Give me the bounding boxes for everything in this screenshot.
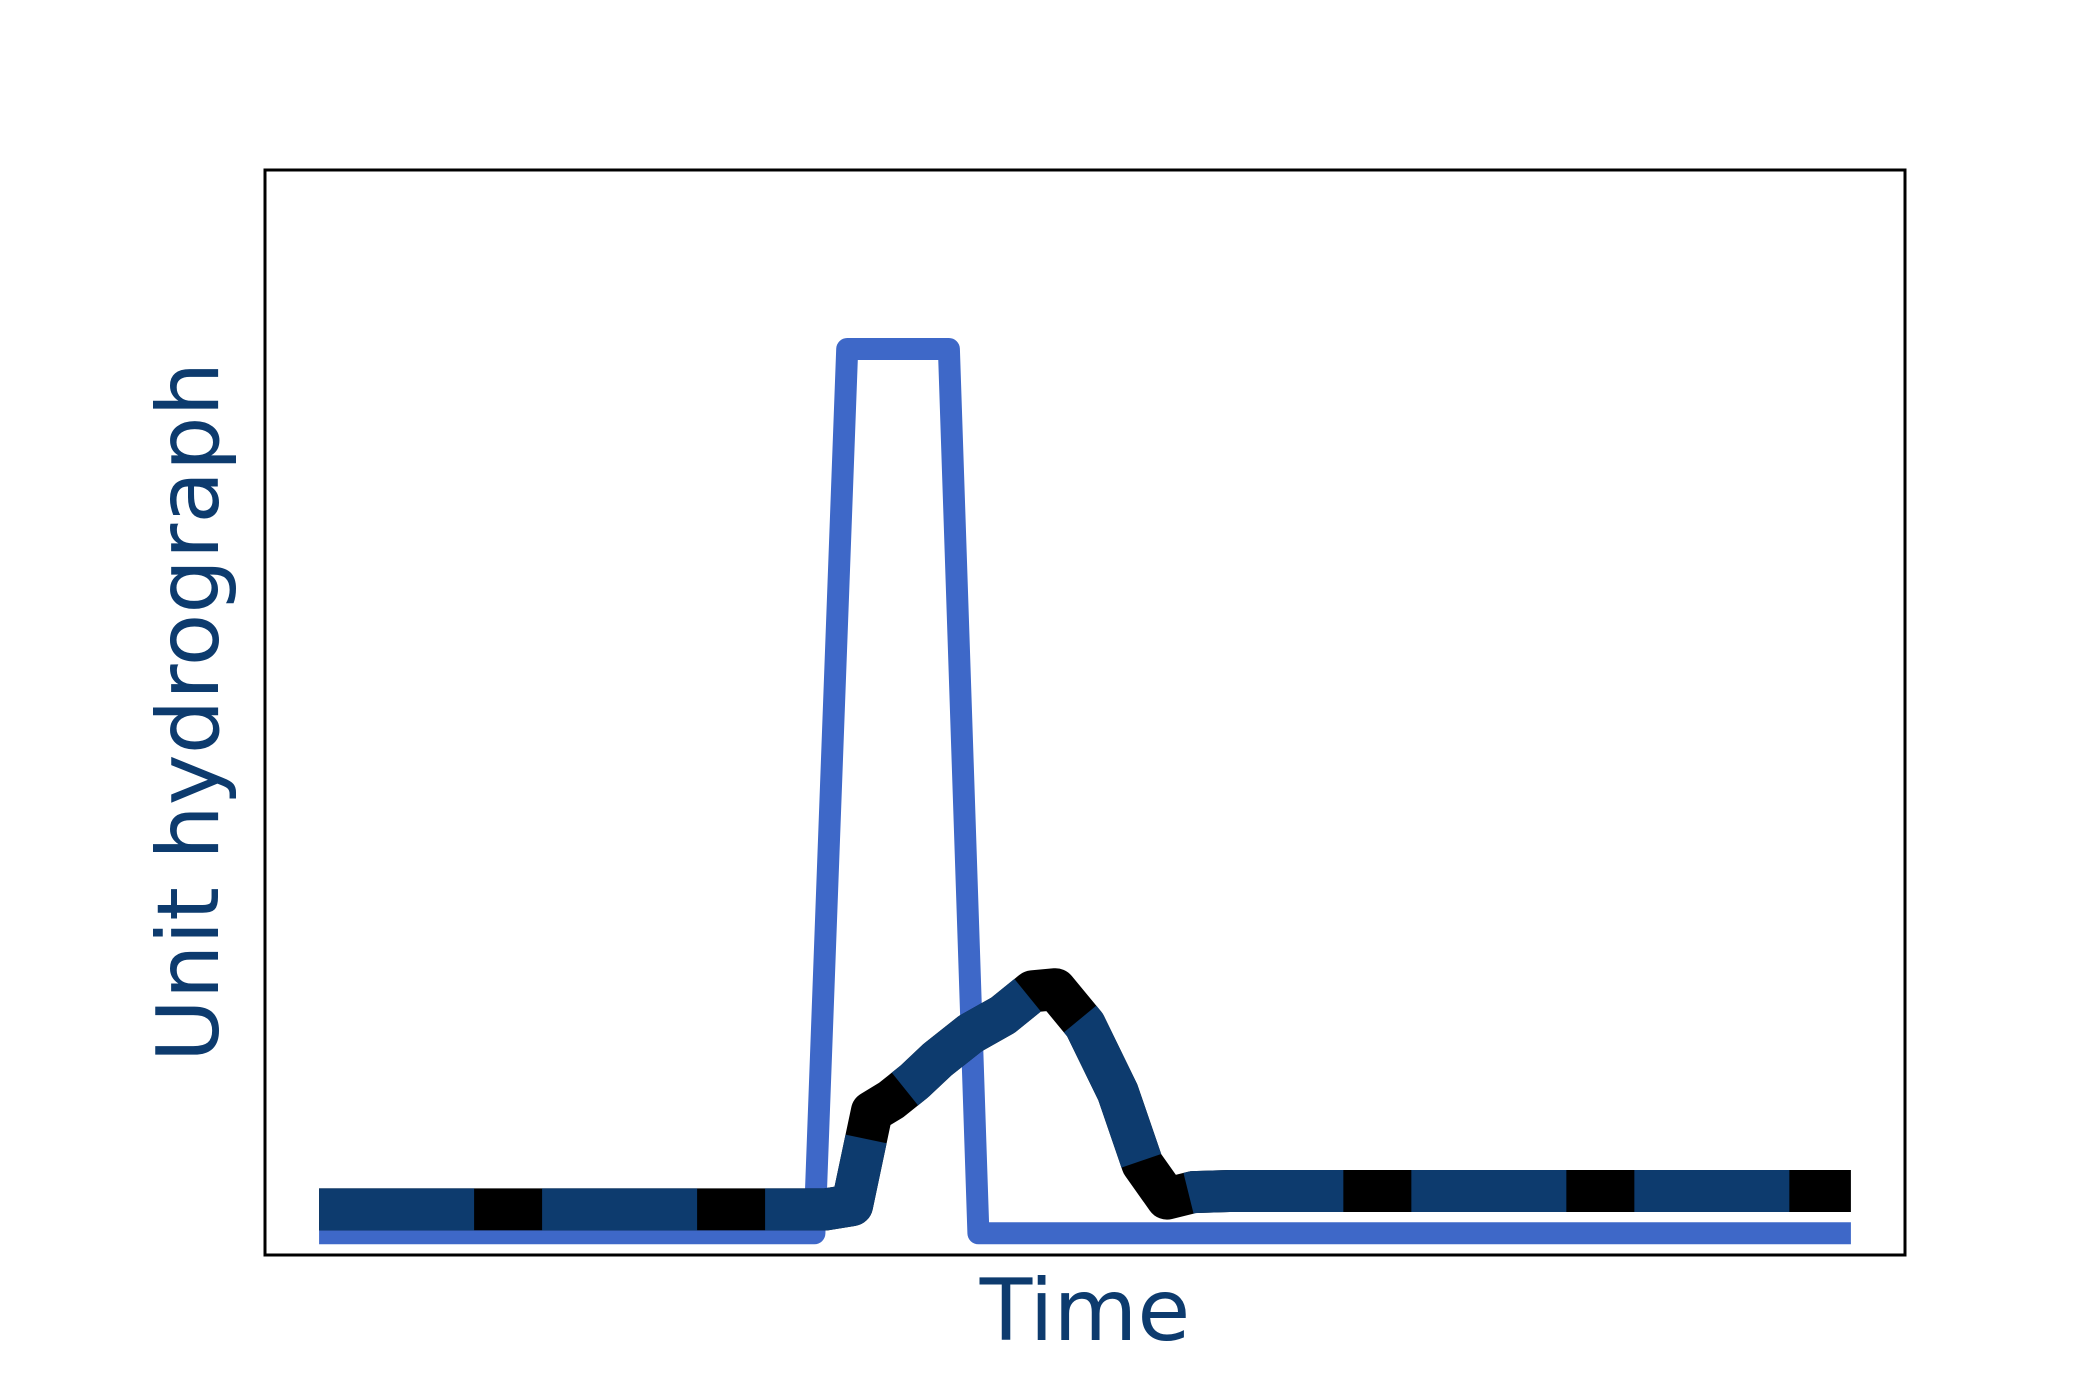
- response-series-dashes: [319, 968, 1851, 1231]
- impulse-series-line: [319, 338, 1851, 1245]
- x-axis-label: Time: [979, 1261, 1190, 1361]
- plot-frame: [263, 168, 1907, 1257]
- series-layer: [319, 338, 1851, 1245]
- y-axis-label: Unit hydrograph: [139, 362, 239, 1062]
